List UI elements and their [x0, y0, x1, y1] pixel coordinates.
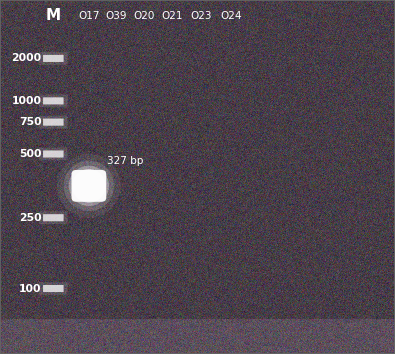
- FancyBboxPatch shape: [39, 95, 68, 107]
- Text: O24: O24: [220, 11, 242, 21]
- FancyBboxPatch shape: [43, 214, 64, 221]
- FancyBboxPatch shape: [39, 211, 68, 224]
- FancyBboxPatch shape: [43, 150, 64, 158]
- Text: 327 bp: 327 bp: [107, 156, 143, 166]
- Text: O17: O17: [78, 11, 100, 21]
- Text: O21: O21: [161, 11, 182, 21]
- FancyBboxPatch shape: [43, 119, 64, 126]
- Ellipse shape: [69, 166, 109, 206]
- FancyBboxPatch shape: [43, 97, 64, 104]
- FancyBboxPatch shape: [43, 285, 64, 292]
- Text: O39: O39: [106, 11, 127, 21]
- Text: O23: O23: [191, 11, 212, 21]
- Text: 100: 100: [19, 284, 41, 293]
- Text: 500: 500: [19, 149, 41, 159]
- FancyBboxPatch shape: [39, 148, 68, 160]
- Text: 2000: 2000: [11, 53, 41, 63]
- Ellipse shape: [64, 161, 114, 211]
- Text: 750: 750: [19, 117, 41, 127]
- Text: M: M: [46, 8, 61, 23]
- FancyBboxPatch shape: [39, 52, 68, 65]
- Text: O20: O20: [134, 11, 155, 21]
- FancyBboxPatch shape: [71, 170, 106, 202]
- FancyBboxPatch shape: [39, 116, 68, 129]
- Text: 250: 250: [19, 213, 41, 223]
- Ellipse shape: [57, 154, 121, 218]
- Ellipse shape: [72, 169, 106, 202]
- FancyBboxPatch shape: [43, 55, 64, 62]
- Text: 1000: 1000: [11, 96, 41, 106]
- FancyBboxPatch shape: [39, 282, 68, 295]
